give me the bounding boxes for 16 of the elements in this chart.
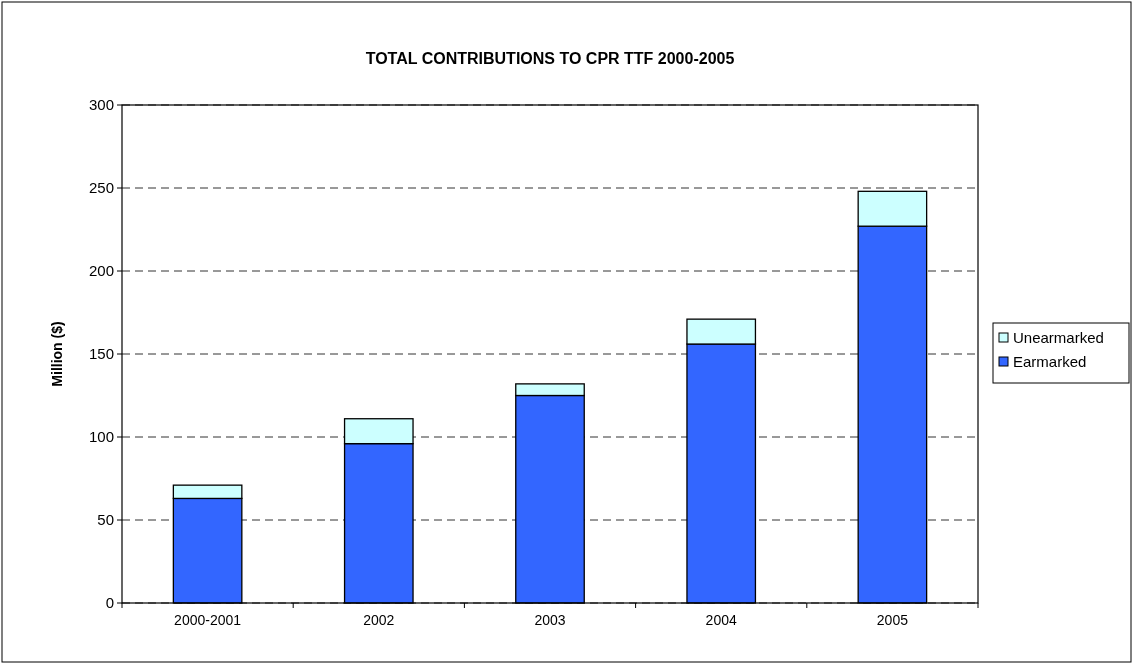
y-tick-label: 150 <box>88 345 114 363</box>
x-tick-label: 2000-2001 <box>174 612 242 628</box>
y-tick-label: 50 <box>97 511 114 529</box>
legend-label: Earmarked <box>1013 353 1087 371</box>
y-tick-label: 200 <box>88 262 114 280</box>
x-tick-label: 2005 <box>876 612 909 628</box>
y-tick-label: 300 <box>88 96 114 114</box>
chart-title: TOTAL CONTRIBUTIONS TO CPR TTF 2000-2005 <box>365 50 735 67</box>
y-tick-label: 0 <box>105 594 114 612</box>
y-tick-label: 100 <box>88 428 114 446</box>
x-tick-label: 2002 <box>363 612 395 628</box>
x-tick-label: 2004 <box>705 612 737 628</box>
x-tick-label: 2003 <box>534 612 566 628</box>
y-tick-label: 250 <box>88 179 114 197</box>
legend-label: Unearmarked <box>1013 329 1104 347</box>
y-axis-title: Million ($) <box>49 321 65 387</box>
